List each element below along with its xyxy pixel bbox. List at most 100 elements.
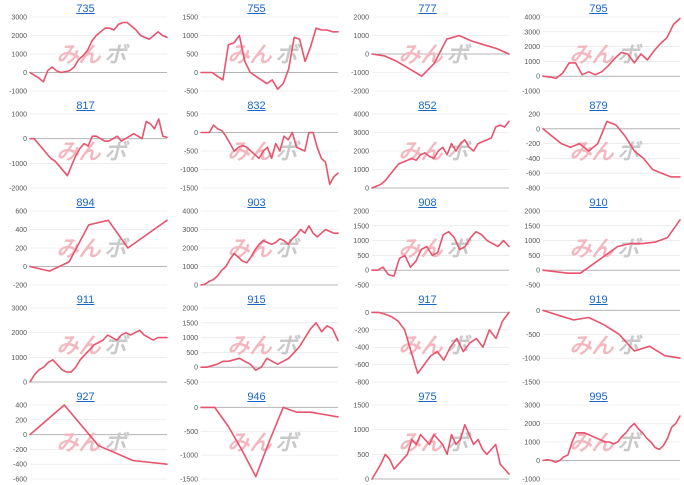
data-point — [272, 361, 273, 362]
data-point — [321, 158, 322, 159]
data-point — [129, 136, 130, 137]
y-tick-label: -1000 — [180, 453, 198, 460]
y-tick-label: 3000 — [182, 227, 198, 234]
data-point — [442, 444, 443, 445]
data-point — [200, 284, 201, 285]
data-point — [250, 150, 251, 151]
data-point — [584, 432, 585, 433]
watermark: みんボ — [570, 139, 644, 164]
chart-svg: -1500 -1000 -500 0 500 みんボ — [180, 112, 339, 193]
data-point — [205, 132, 206, 133]
chart-title-link[interactable]: 817 — [76, 100, 95, 112]
chart-title-link[interactable]: 915 — [247, 294, 266, 306]
data-point — [643, 158, 644, 159]
data-point — [613, 443, 614, 444]
data-point — [377, 270, 378, 271]
data-point — [74, 66, 75, 67]
y-tick-label: 500 — [186, 52, 198, 59]
y-tick-label: 1000 — [182, 335, 198, 342]
y-tick-label: 1000 — [182, 33, 198, 40]
data-point — [429, 444, 430, 445]
chart-title-link[interactable]: 995 — [589, 391, 608, 403]
data-point — [542, 310, 543, 311]
data-point — [576, 432, 577, 433]
chart-title-link[interactable]: 755 — [247, 3, 266, 15]
data-point — [489, 329, 490, 330]
chart-title-link[interactable]: 832 — [247, 100, 266, 112]
chart-title-link[interactable]: 908 — [418, 197, 437, 209]
y-tick-label: -200 — [355, 327, 369, 334]
data-point — [420, 434, 421, 435]
watermark: みんボ — [399, 42, 473, 67]
data-point — [312, 233, 313, 234]
data-point — [267, 147, 268, 148]
data-point — [100, 138, 101, 139]
chart-title-link[interactable]: 911 — [76, 294, 95, 306]
chart-panel: -1500 -1000 -500 0 みんボ 946 — [171, 388, 342, 485]
data-point — [575, 62, 576, 63]
data-point — [296, 234, 297, 235]
y-tick-label: 500 — [357, 253, 369, 260]
data-point — [443, 234, 444, 235]
chart-title-link[interactable]: 917 — [418, 294, 437, 306]
series-line — [200, 224, 339, 286]
data-point — [127, 247, 128, 248]
chart-title-link[interactable]: 735 — [76, 3, 95, 15]
chart-title-link[interactable]: 919 — [589, 294, 608, 306]
data-point — [473, 150, 474, 151]
data-point — [371, 53, 372, 54]
data-point — [337, 233, 338, 234]
y-tick-label: 2000 — [524, 44, 540, 51]
data-point — [46, 153, 47, 154]
data-point — [398, 163, 399, 164]
data-point — [621, 52, 622, 53]
data-point — [154, 128, 155, 129]
series-line — [542, 17, 681, 80]
data-point — [48, 362, 49, 363]
data-point — [279, 238, 280, 239]
data-point — [263, 240, 264, 241]
chart-title-link[interactable]: 852 — [418, 100, 437, 112]
data-point — [562, 73, 563, 74]
data-point — [166, 137, 167, 138]
chart-title-link[interactable]: 975 — [418, 391, 437, 403]
data-point — [96, 136, 97, 137]
data-point — [146, 121, 147, 122]
data-point — [214, 407, 215, 408]
y-tick-label: -200 — [13, 283, 27, 290]
data-point — [409, 68, 410, 69]
chart-title-link[interactable]: 894 — [76, 197, 95, 209]
watermark-text: みん — [399, 42, 444, 67]
data-point — [213, 279, 214, 280]
data-point — [473, 444, 474, 445]
y-tick-label: 2000 — [524, 209, 540, 216]
chart-title-link[interactable]: 795 — [589, 3, 608, 15]
y-tick-label: 200 — [15, 417, 27, 424]
data-point — [300, 229, 301, 230]
chart-title-link[interactable]: 946 — [247, 391, 266, 403]
data-point — [679, 18, 680, 19]
y-tick-label: 1000 — [524, 238, 540, 245]
chart-title-link[interactable]: 903 — [247, 197, 266, 209]
data-point — [217, 128, 218, 129]
data-point — [625, 432, 626, 433]
data-point — [228, 44, 229, 45]
chart-title-link[interactable]: 910 — [589, 197, 608, 209]
chart-title-link[interactable]: 927 — [76, 391, 95, 403]
data-point — [329, 184, 330, 185]
data-point — [233, 42, 234, 43]
data-point — [233, 359, 234, 360]
data-point — [384, 313, 385, 314]
data-point — [679, 176, 680, 177]
chart-title-link[interactable]: 879 — [589, 100, 608, 112]
chart-panel: -1000 0 1000 2000 3000 みんボ 735 — [0, 0, 171, 97]
chart-title-link[interactable]: 777 — [418, 3, 437, 15]
chart-panel: -800 -600 -400 -200 0 みんボ 917 — [342, 291, 513, 388]
data-point — [326, 29, 327, 30]
data-point — [283, 361, 284, 362]
data-point — [261, 367, 262, 368]
data-point — [666, 37, 667, 38]
data-point — [332, 31, 333, 32]
data-point — [312, 132, 313, 133]
data-point — [563, 456, 564, 457]
